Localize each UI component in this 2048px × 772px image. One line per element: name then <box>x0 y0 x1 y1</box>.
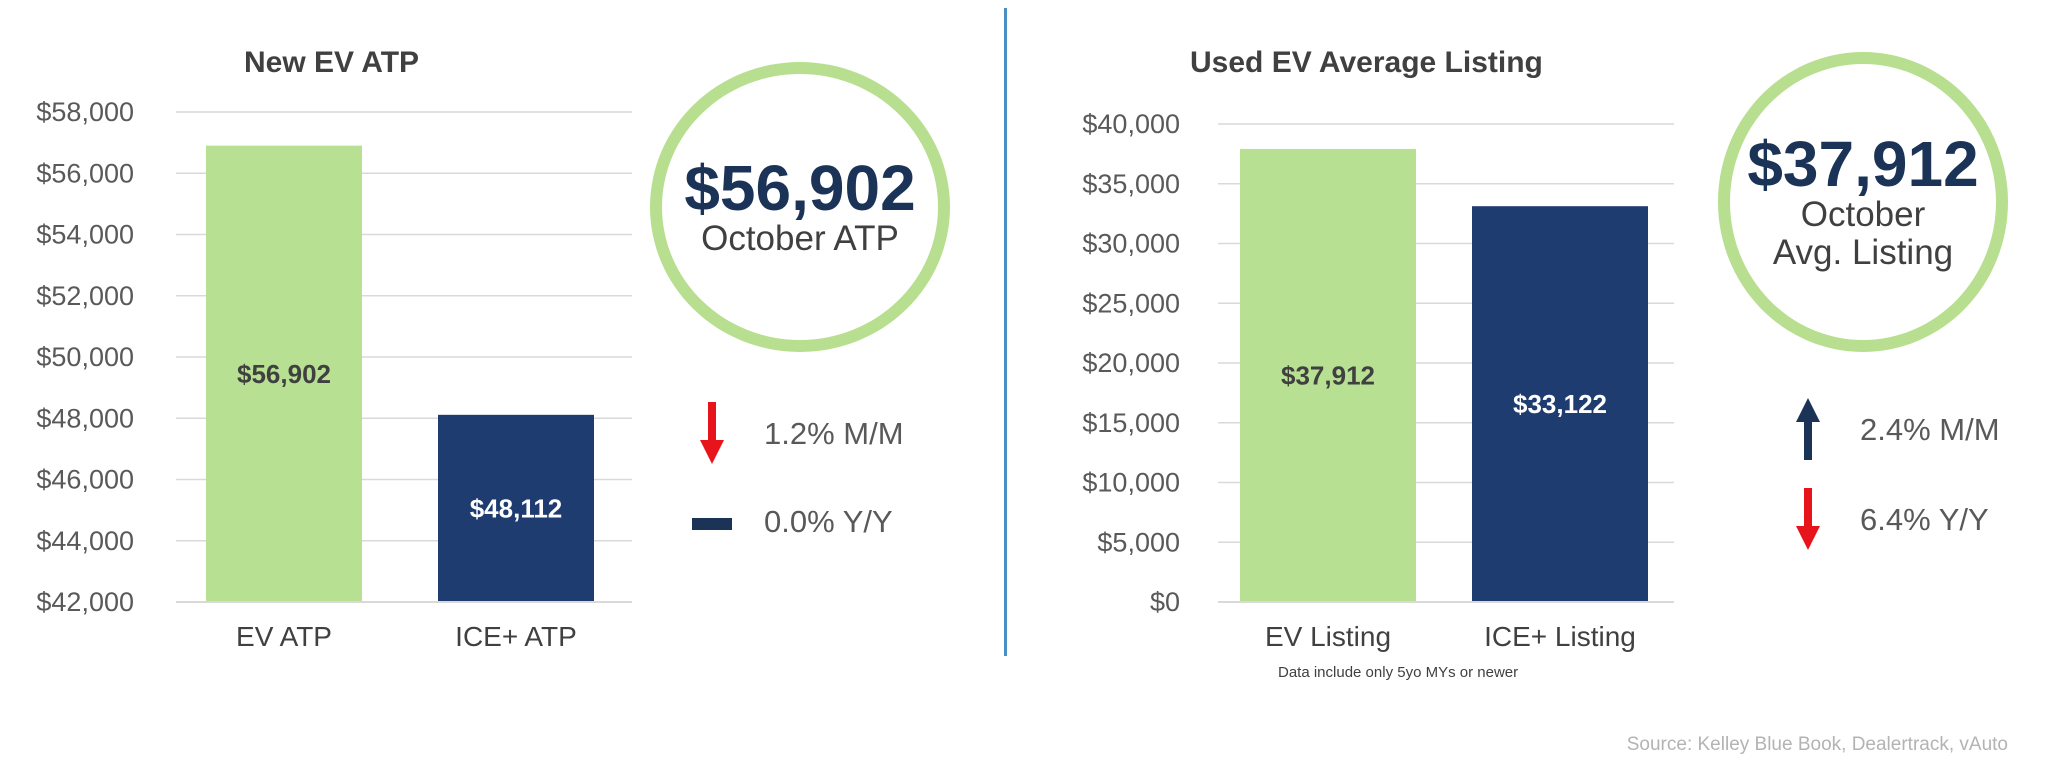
new-ev-y-tick-label: $58,000 <box>36 97 134 127</box>
used-ev-mm-text: 2.4% M/M <box>1860 412 2000 447</box>
used-ev-bar <box>1240 148 1416 602</box>
used-ev-bar-data-label: $37,912 <box>1281 360 1375 390</box>
new-ev-mm-change: 1.2% M/M <box>690 402 904 466</box>
new-ev-atp-circle: $56,902 October ATP <box>650 62 950 352</box>
new-ev-category-label: ICE+ ATP <box>455 621 577 652</box>
used-ev-y-tick-label: $25,000 <box>1082 288 1180 318</box>
new-ev-y-tick-label: $44,000 <box>36 526 134 556</box>
down-arrow-icon <box>1786 488 1830 552</box>
used-ev-y-tick-label: $10,000 <box>1082 468 1180 498</box>
used-ev-mm-change: 2.4% M/M <box>1786 398 2000 462</box>
new-ev-y-tick-label: $42,000 <box>36 587 134 617</box>
new-ev-bar <box>438 414 594 602</box>
new-ev-bar-chart: $42,000 $44,000 $46,000 $48,000 $50,000 $52,0… <box>36 97 632 652</box>
new-ev-y-tick-label: $46,000 <box>36 465 134 495</box>
new-ev-y-tick-label: $56,000 <box>36 158 134 188</box>
used-ev-yy-text: 6.4% Y/Y <box>1860 502 1989 537</box>
new-ev-y-tick-label: $50,000 <box>36 342 134 372</box>
used-ev-listing-value: $37,912 <box>1747 128 1979 201</box>
source-note: Source: Kelley Blue Book, Dealertrack, v… <box>1626 734 2008 755</box>
new-ev-atp-label: October ATP <box>701 219 899 259</box>
new-ev-yy-text: 0.0% Y/Y <box>764 504 893 539</box>
new-ev-y-tick-label: $48,000 <box>36 403 134 433</box>
new-ev-category-label: EV ATP <box>236 621 332 652</box>
used-ev-y-tick-label: $5,000 <box>1097 527 1180 557</box>
used-ev-bar-chart: $0 $5,000 $10,000 $15,000 $20,000 $25,000 $30,… <box>1082 109 1674 652</box>
new-ev-chart-title: New EV ATP <box>244 46 420 79</box>
used-ev-y-tick-label: $30,000 <box>1082 229 1180 259</box>
data-footnote: Data include only 5yo MYs or newer <box>1278 664 1519 681</box>
used-ev-listing-label-1: October <box>1800 195 1926 235</box>
new-ev-y-tick-label: $52,000 <box>36 281 134 311</box>
used-ev-chart-title: Used EV Average Listing <box>1190 46 1543 79</box>
dash-icon <box>692 518 732 530</box>
new-ev-y-tick-label: $54,000 <box>36 220 134 250</box>
used-ev-category-label: ICE+ Listing <box>1484 621 1636 652</box>
new-ev-atp-value: $56,902 <box>684 152 916 225</box>
new-ev-mm-text: 1.2% M/M <box>764 416 904 451</box>
used-ev-panel: Used EV Average Listing $0 $5,000 $10,000 $… <box>1010 0 2048 772</box>
up-arrow-icon <box>1786 398 1830 462</box>
new-ev-bar <box>206 145 362 602</box>
used-ev-bar <box>1472 206 1648 603</box>
down-arrow-icon <box>690 402 734 466</box>
used-ev-listing-circle: $37,912 October Avg. Listing <box>1718 52 2008 352</box>
panel-divider <box>1004 8 1007 656</box>
new-ev-yy-change: 0.0% Y/Y <box>690 490 893 554</box>
used-ev-category-label: EV Listing <box>1265 621 1391 652</box>
new-ev-bar-data-label: $56,902 <box>237 359 331 389</box>
new-ev-panel: New EV ATP $42,000 $44,000 $46,000 $48,000 $… <box>0 0 1000 772</box>
used-ev-y-tick-label: $15,000 <box>1082 408 1180 438</box>
used-ev-y-tick-label: $0 <box>1150 587 1180 617</box>
used-ev-bar-data-label: $33,122 <box>1513 389 1607 419</box>
used-ev-y-tick-label: $40,000 <box>1082 109 1180 139</box>
used-ev-listing-label-2: Avg. Listing <box>1772 233 1954 272</box>
used-ev-y-tick-label: $20,000 <box>1082 348 1180 378</box>
used-ev-y-tick-label: $35,000 <box>1082 169 1180 199</box>
used-ev-yy-change: 6.4% Y/Y <box>1786 488 1989 552</box>
new-ev-bar-data-label: $48,112 <box>470 493 563 523</box>
